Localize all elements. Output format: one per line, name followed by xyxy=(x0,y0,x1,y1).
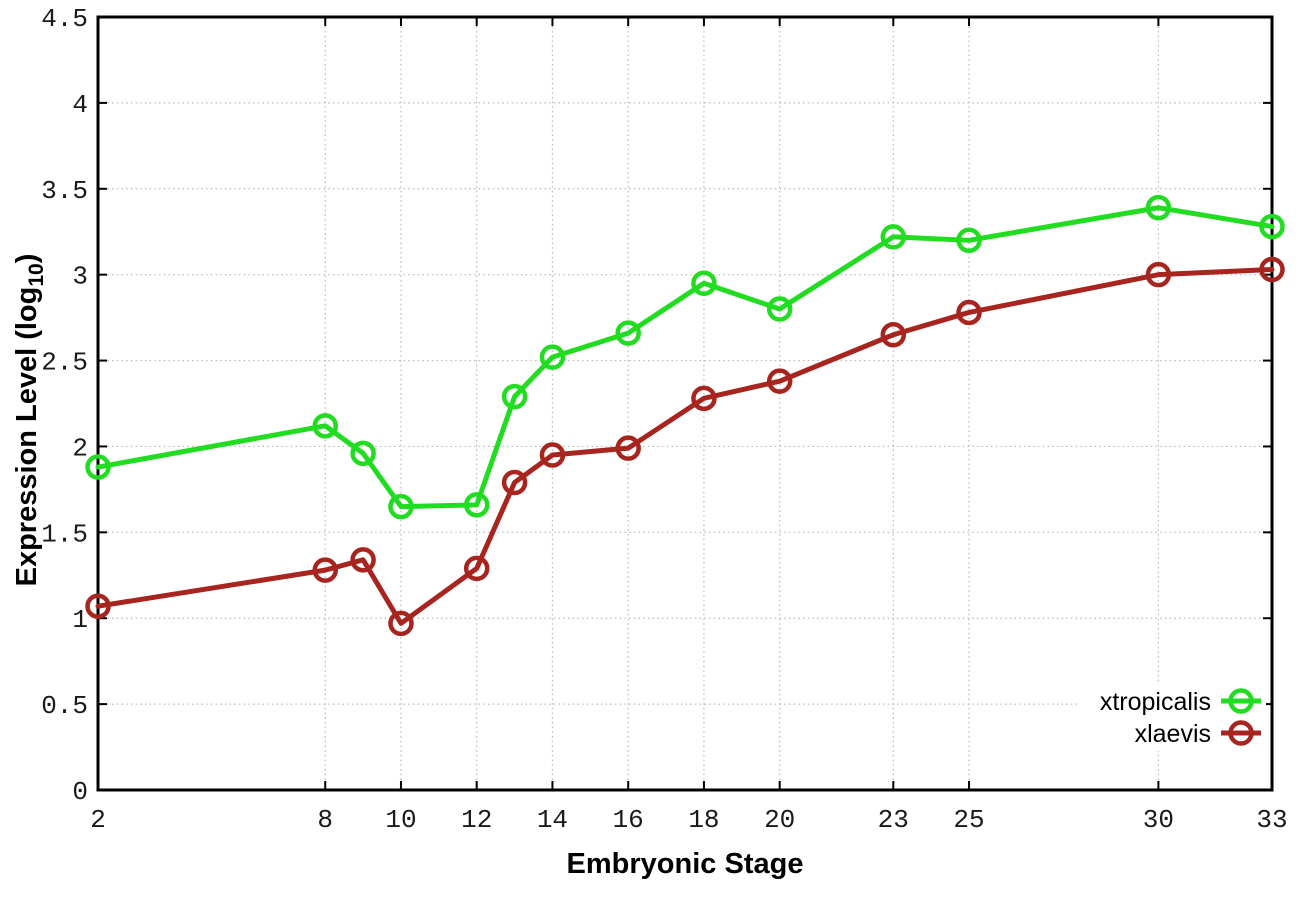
x-tick-label: 25 xyxy=(953,805,984,835)
data-point-marker xyxy=(312,557,338,583)
data-series-layer xyxy=(85,194,1285,637)
y-tick-label: 0 xyxy=(72,777,88,807)
tick-labels-layer: 2 8 10 12 14 16 18 20 23 25 30 33 0 0.5 1 1.5 2 2.5 3 3.5 4 4… xyxy=(41,4,1287,835)
x-tick-label: 33 xyxy=(1256,805,1287,835)
y-axis-title: Expression Level (log10) xyxy=(11,254,48,587)
data-point-marker xyxy=(1145,194,1172,221)
y-tick-label: 4 xyxy=(72,90,88,120)
y-tick-label: 3.5 xyxy=(41,176,88,206)
data-point-marker xyxy=(766,368,793,394)
y-tick-label: 0.5 xyxy=(41,691,88,721)
data-point-marker xyxy=(85,454,111,480)
y-axis-title-subscript: 10 xyxy=(25,263,48,286)
x-tick-label: 30 xyxy=(1143,805,1174,835)
data-point-marker xyxy=(956,227,982,254)
series-line-xtropicalis xyxy=(95,205,1275,510)
legend-label-xlaevis: xlaevis xyxy=(1135,720,1211,748)
y-tick-label: 2.5 xyxy=(41,348,88,378)
data-point-marker xyxy=(880,322,907,348)
legend-sample-marker xyxy=(1228,688,1254,714)
data-point-marker xyxy=(463,492,490,518)
x-axis-title: Embryonic Stage xyxy=(567,848,804,880)
data-point-marker xyxy=(691,385,717,412)
data-point-marker xyxy=(463,555,490,582)
y-tick-label: 1.5 xyxy=(41,519,88,549)
y-tick-label: 2 xyxy=(72,433,88,463)
series-xlaevis xyxy=(85,256,1285,637)
axis-ticks-layer xyxy=(97,16,1273,791)
y-tick-label: 4.5 xyxy=(41,4,88,34)
data-point-marker xyxy=(501,469,528,496)
data-point-marker xyxy=(388,610,414,637)
data-point-marker xyxy=(691,270,717,297)
x-tick-label: 10 xyxy=(385,805,416,835)
legend-label-xtropicalis: xtropicalis xyxy=(1100,688,1211,716)
legend: xtropicalis xlaevis xyxy=(1078,683,1266,751)
x-tick-label: 8 xyxy=(317,805,333,835)
data-point-marker xyxy=(1259,213,1285,240)
data-point-marker xyxy=(388,493,414,520)
data-point-marker xyxy=(85,593,111,619)
data-point-marker xyxy=(956,299,982,326)
data-point-marker xyxy=(501,383,528,410)
y-axis-title-close: ) xyxy=(11,254,43,264)
data-point-marker xyxy=(1259,256,1285,283)
y-tick-label: 1 xyxy=(72,605,88,635)
legend-sample-marker xyxy=(1228,720,1254,746)
x-tick-label: 23 xyxy=(878,805,909,835)
x-tick-label: 18 xyxy=(688,805,719,835)
data-point-marker xyxy=(350,547,376,573)
y-axis-title-main: Expression Level (log xyxy=(11,287,43,587)
x-tick-label: 16 xyxy=(613,805,644,835)
x-tick-label: 12 xyxy=(461,805,492,835)
data-point-marker xyxy=(880,224,907,250)
plot-border xyxy=(96,15,1274,792)
data-point-marker xyxy=(615,320,641,346)
x-tick-label: 20 xyxy=(764,805,795,835)
data-point-marker xyxy=(1145,261,1172,288)
series-xtropicalis xyxy=(85,194,1285,520)
y-tick-label: 3 xyxy=(72,262,88,292)
data-point-marker xyxy=(766,296,793,322)
x-tick-label: 2 xyxy=(90,805,106,835)
data-point-marker xyxy=(615,435,641,461)
data-point-marker xyxy=(539,344,566,370)
data-point-marker xyxy=(539,442,566,468)
gridlines-layer xyxy=(98,17,1272,790)
data-point-marker xyxy=(312,413,338,439)
x-tick-label: 14 xyxy=(537,805,568,835)
plot-border-layer xyxy=(96,15,1274,792)
data-point-marker xyxy=(350,440,376,467)
